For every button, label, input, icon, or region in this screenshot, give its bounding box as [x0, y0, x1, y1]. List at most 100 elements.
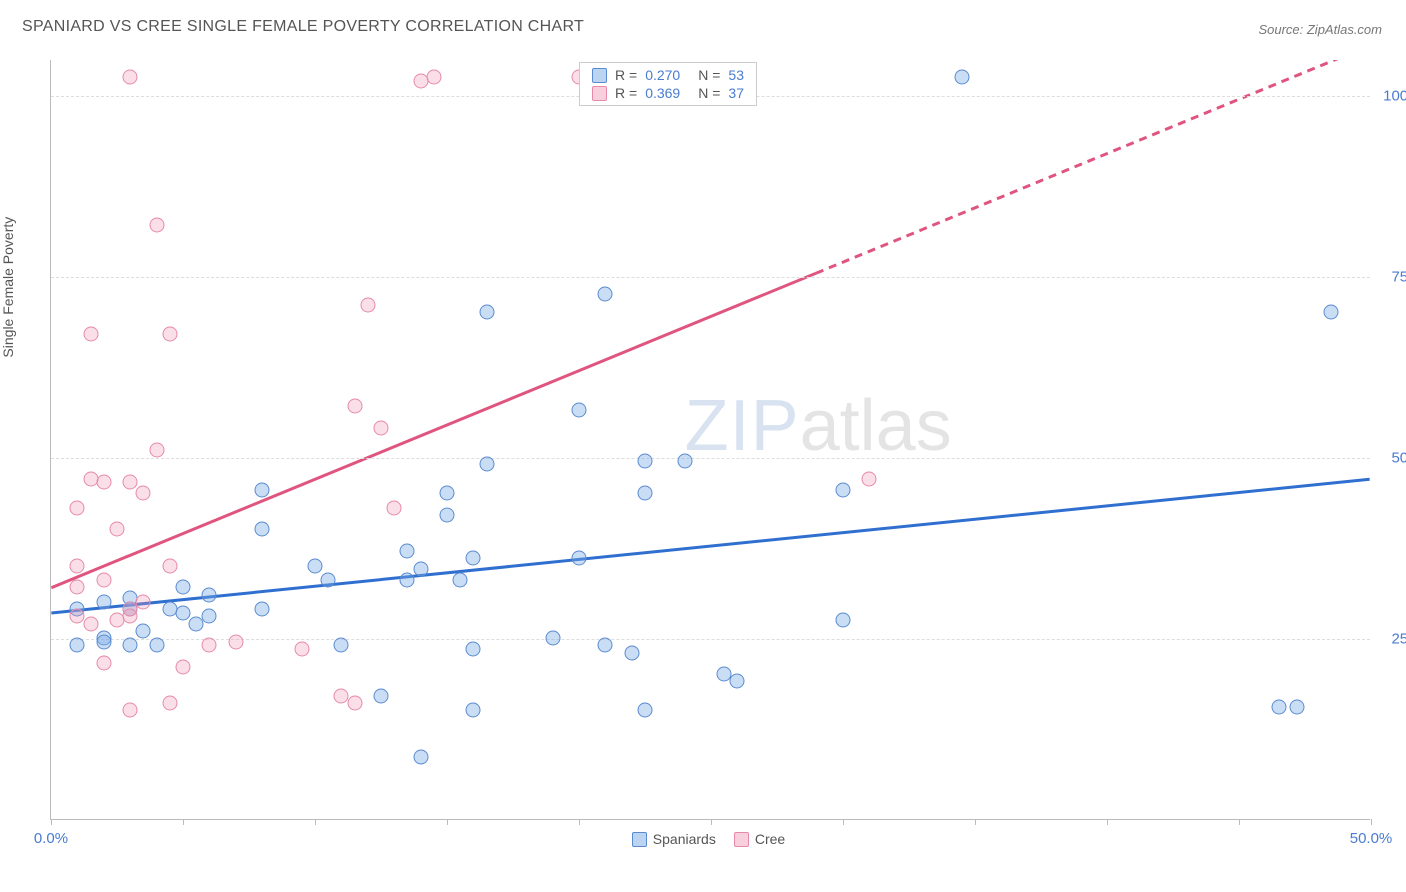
stat-r-label: R =: [615, 85, 637, 101]
scatter-point: [110, 522, 125, 537]
scatter-point: [954, 70, 969, 85]
y-axis-label: Single Female Poverty: [0, 217, 16, 358]
scatter-point: [624, 645, 639, 660]
scatter-point: [479, 457, 494, 472]
x-tick: [447, 819, 448, 825]
scatter-point: [149, 218, 164, 233]
scatter-point: [453, 573, 468, 588]
x-tick: [51, 819, 52, 825]
gridline-h: [51, 639, 1370, 640]
scatter-point: [202, 609, 217, 624]
scatter-point: [228, 634, 243, 649]
scatter-point: [83, 327, 98, 342]
scatter-point: [413, 750, 428, 765]
scatter-point: [400, 544, 415, 559]
scatter-point: [70, 580, 85, 595]
scatter-point: [70, 558, 85, 573]
x-tick: [1371, 819, 1372, 825]
scatter-point: [202, 587, 217, 602]
scatter-point: [162, 558, 177, 573]
scatter-point: [308, 558, 323, 573]
stats-row: R =0.270N =53: [592, 67, 744, 83]
x-tick-label: 50.0%: [1350, 830, 1393, 847]
chart-title: SPANIARD VS CREE SINGLE FEMALE POVERTY C…: [22, 18, 584, 36]
trend-line: [51, 273, 816, 587]
scatter-point: [96, 656, 111, 671]
scatter-point: [387, 500, 402, 515]
scatter-point: [176, 660, 191, 675]
scatter-point: [123, 638, 138, 653]
x-tick: [579, 819, 580, 825]
scatter-point: [136, 594, 151, 609]
scatter-point: [83, 616, 98, 631]
scatter-point: [572, 551, 587, 566]
scatter-point: [479, 305, 494, 320]
legend: Spaniards Cree: [632, 831, 785, 847]
scatter-point: [70, 638, 85, 653]
y-tick-label: 100.0%: [1383, 88, 1406, 105]
stat-n-label: N =: [698, 67, 720, 83]
scatter-point: [136, 486, 151, 501]
y-tick-label: 75.0%: [1391, 269, 1406, 286]
scatter-point: [123, 703, 138, 718]
correlation-stats-box: R =0.270N =53R =0.369N =37: [579, 62, 757, 106]
scatter-point: [836, 612, 851, 627]
legend-swatch: [592, 68, 607, 83]
x-tick: [183, 819, 184, 825]
scatter-point: [1271, 699, 1286, 714]
scatter-point: [123, 609, 138, 624]
stats-row: R = 0.369 N = 37: [592, 85, 744, 101]
scatter-point: [440, 508, 455, 523]
stat-n-label: N =: [698, 85, 720, 101]
y-tick-label: 25.0%: [1391, 631, 1406, 648]
scatter-point: [862, 471, 877, 486]
scatter-point: [598, 638, 613, 653]
scatter-point: [136, 623, 151, 638]
scatter-point: [638, 703, 653, 718]
chart-container: SPANIARD VS CREE SINGLE FEMALE POVERTY C…: [0, 0, 1406, 892]
scatter-point: [294, 641, 309, 656]
trend-lines-layer: [51, 60, 1370, 819]
scatter-point: [255, 602, 270, 617]
x-tick: [315, 819, 316, 825]
x-tick-label: 0.0%: [34, 830, 68, 847]
scatter-point: [176, 580, 191, 595]
scatter-point: [96, 573, 111, 588]
stat-n-value: 53: [728, 67, 744, 83]
watermark: ZIPatlas: [685, 385, 952, 467]
scatter-point: [123, 475, 138, 490]
scatter-point: [70, 500, 85, 515]
scatter-point: [400, 573, 415, 588]
legend-swatch: [734, 832, 749, 847]
scatter-point: [123, 70, 138, 85]
scatter-point: [374, 421, 389, 436]
scatter-point: [374, 688, 389, 703]
scatter-point: [1290, 699, 1305, 714]
scatter-point: [638, 453, 653, 468]
x-tick: [1107, 819, 1108, 825]
scatter-point: [466, 551, 481, 566]
stat-r-value: 0.369: [645, 85, 680, 101]
scatter-point: [440, 486, 455, 501]
source-credit: Source: ZipAtlas.com: [1258, 22, 1382, 37]
scatter-point: [321, 573, 336, 588]
scatter-point: [360, 298, 375, 313]
plot-area: 25.0%50.0%75.0%100.0%0.0%50.0%ZIPatlasR …: [50, 60, 1370, 820]
scatter-point: [149, 638, 164, 653]
legend-item: Spaniards: [632, 831, 716, 847]
x-tick: [843, 819, 844, 825]
trend-line: [816, 60, 1370, 273]
x-tick: [975, 819, 976, 825]
scatter-point: [189, 616, 204, 631]
scatter-point: [545, 631, 560, 646]
stat-n-value: 37: [728, 85, 744, 101]
legend-item: Cree: [734, 831, 785, 847]
source-name: ZipAtlas.com: [1307, 22, 1382, 37]
x-tick: [711, 819, 712, 825]
scatter-point: [638, 486, 653, 501]
stat-r-label: R =: [615, 67, 637, 83]
scatter-point: [96, 594, 111, 609]
scatter-point: [466, 703, 481, 718]
scatter-point: [413, 562, 428, 577]
scatter-point: [347, 399, 362, 414]
